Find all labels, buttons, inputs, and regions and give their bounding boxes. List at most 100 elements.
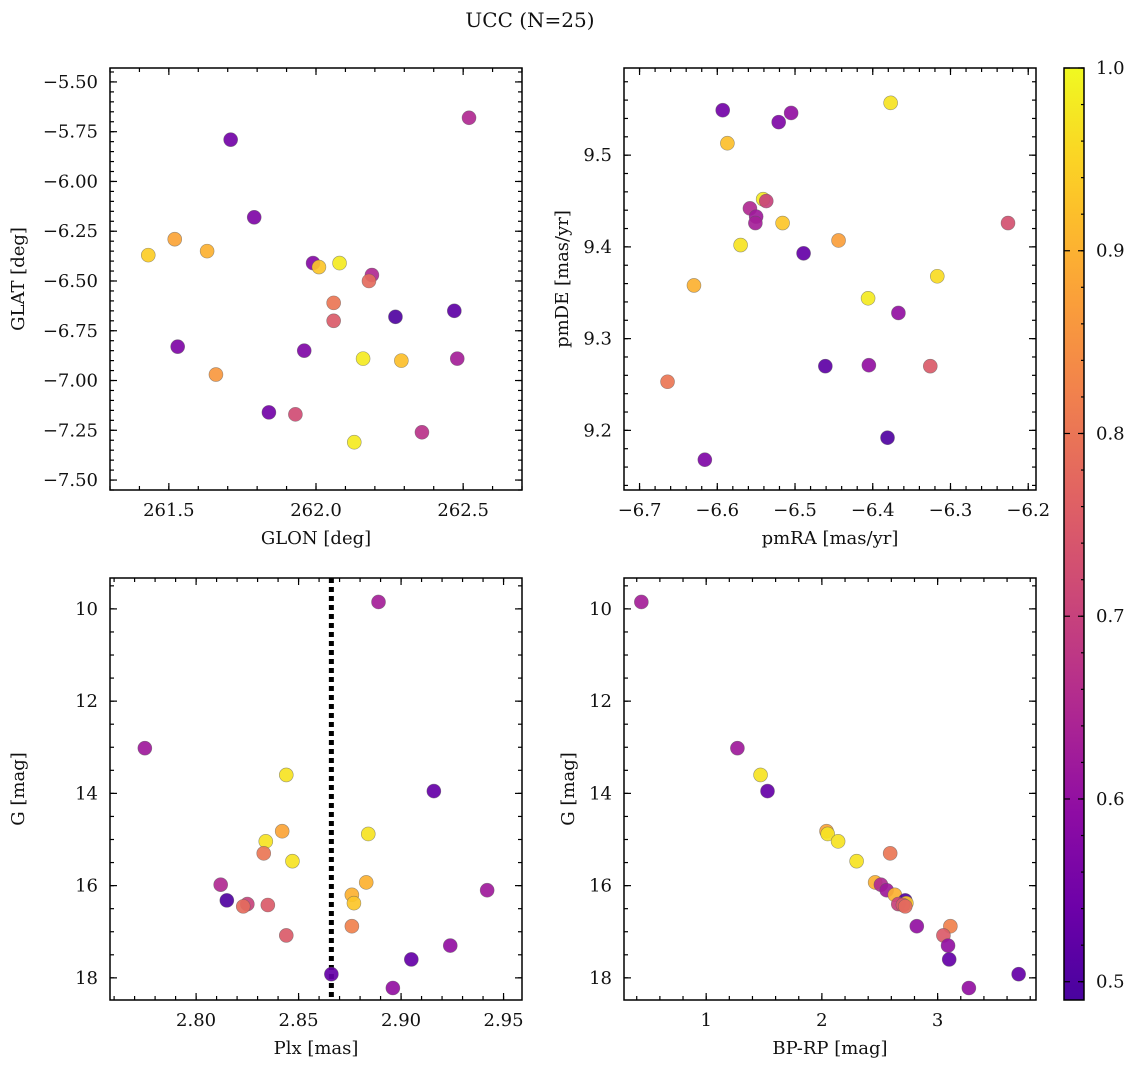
data-point: [771, 114, 786, 130]
colorbar-tick-label: 1.0: [1096, 58, 1125, 79]
data-point: [882, 846, 898, 861]
colorbar-frame: [1063, 67, 1085, 1001]
data-point: [733, 237, 748, 253]
y-tick-label: −5.75: [43, 122, 98, 143]
data-point: [961, 980, 977, 996]
axes-frame: [109, 67, 523, 491]
data-point: [861, 357, 877, 373]
data-point: [748, 215, 763, 231]
data-point: [880, 430, 895, 446]
data-point: [140, 247, 156, 263]
data-point: [332, 255, 347, 271]
data-point: [715, 102, 731, 118]
data-point: [929, 268, 945, 284]
data-point: [783, 105, 799, 121]
y-tick-label: 9.2: [583, 420, 612, 441]
data-point: [326, 313, 341, 329]
colorbar-tick-label: 0.7: [1096, 606, 1125, 627]
x-axis-label: pmRA [mas/yr]: [762, 528, 899, 549]
data-point: [311, 259, 327, 275]
data-point: [461, 110, 477, 126]
y-tick-label: −6.00: [43, 171, 98, 192]
y-tick-label: 9.4: [583, 237, 612, 258]
y-tick-label: 18: [589, 968, 612, 989]
y-tick-label: 14: [589, 783, 612, 804]
data-point: [388, 309, 403, 325]
data-point: [697, 452, 713, 468]
data-point: [360, 826, 376, 842]
data-point: [170, 339, 185, 354]
x-tick-label: −6.2: [1006, 500, 1050, 521]
data-point: [288, 407, 303, 422]
data-point: [634, 594, 649, 610]
data-point: [891, 305, 906, 321]
x-tick-label: 2.80: [176, 1010, 216, 1031]
data-point: [358, 875, 374, 890]
y-axis-label: GLAT [deg]: [8, 227, 29, 331]
data-point: [849, 853, 864, 869]
figure-title: UCC (N=25): [465, 8, 594, 32]
x-tick-label: −6.6: [695, 500, 739, 521]
data-point: [820, 826, 835, 842]
colorbar-tick-label: 0.9: [1096, 241, 1125, 262]
data-point: [260, 897, 276, 913]
y-tick-label: 10: [589, 599, 612, 620]
data-point: [479, 882, 495, 898]
y-tick-label: −6.50: [43, 271, 98, 292]
data-point: [208, 367, 224, 382]
data-point: [941, 952, 957, 967]
data-point: [385, 980, 401, 996]
colorbar-gradient: [1064, 68, 1084, 1000]
x-tick-label: 2.90: [381, 1010, 421, 1031]
x-tick-label: 262.0: [290, 500, 342, 521]
x-tick-label: −6.7: [618, 500, 662, 521]
data-point: [274, 823, 290, 839]
x-tick-label: 3: [932, 1010, 943, 1031]
panels: 261.5 262.0 262.5 −5.50 −5.75 −6.00 −6.25 −6.50…: [8, 67, 1050, 1059]
data-point: [394, 353, 409, 368]
data-point: [296, 343, 312, 358]
y-tick-label: 12: [589, 691, 612, 712]
y-tick-label: −6.75: [43, 321, 98, 342]
data-point: [371, 594, 386, 610]
y-tick-label: 9.5: [583, 145, 612, 166]
x-axis-label: BP-RP [mag]: [772, 1038, 887, 1059]
y-tick-label: −7.25: [43, 420, 98, 441]
y-tick-label: −5.50: [43, 72, 98, 93]
data-point: [922, 358, 938, 374]
data-point: [278, 928, 294, 943]
colorbar-tick-label: 0.6: [1096, 789, 1125, 810]
data-point: [720, 135, 735, 151]
colorbar-tick-label: 0.5: [1096, 972, 1125, 993]
colorbar: 0.5 0.6 0.7 0.8 0.9 1.0: [1063, 58, 1125, 1001]
data-point: [860, 290, 876, 306]
panel-3: 2.80 2.85 2.90 2.95 10 12 14 16 18 Plx [mas] G [ma…: [8, 577, 524, 1059]
data-point: [256, 846, 272, 861]
y-tick-label: 12: [75, 691, 98, 712]
y-axis-label: G [mag]: [8, 752, 29, 825]
y-tick-label: 14: [75, 783, 98, 804]
data-point: [346, 434, 362, 450]
data-point: [940, 938, 956, 953]
data-point: [261, 405, 277, 420]
data-point: [686, 278, 702, 293]
panel-1: 261.5 262.0 262.5 −5.50 −5.75 −6.00 −6.25 −6.50…: [8, 67, 523, 549]
y-tick-label: 16: [589, 876, 612, 897]
data-point: [447, 303, 462, 319]
data-point: [909, 918, 925, 934]
data-point: [442, 938, 458, 953]
data-point: [830, 834, 846, 849]
panel-2: −6.7 −6.6 −6.5 −6.4 −6.3 −6.2 9.2 9.3 9.4 9.5 pmRA…: [552, 67, 1050, 549]
data-point: [730, 740, 745, 756]
data-point: [278, 767, 294, 783]
y-tick-label: −7.00: [43, 371, 98, 392]
data-point: [167, 231, 183, 247]
data-point: [235, 899, 251, 914]
y-tick-label: −6.25: [43, 221, 98, 242]
x-tick-label: 262.5: [437, 500, 489, 521]
data-point: [404, 952, 419, 967]
data-point: [258, 834, 274, 849]
y-tick-label: 18: [75, 968, 98, 989]
